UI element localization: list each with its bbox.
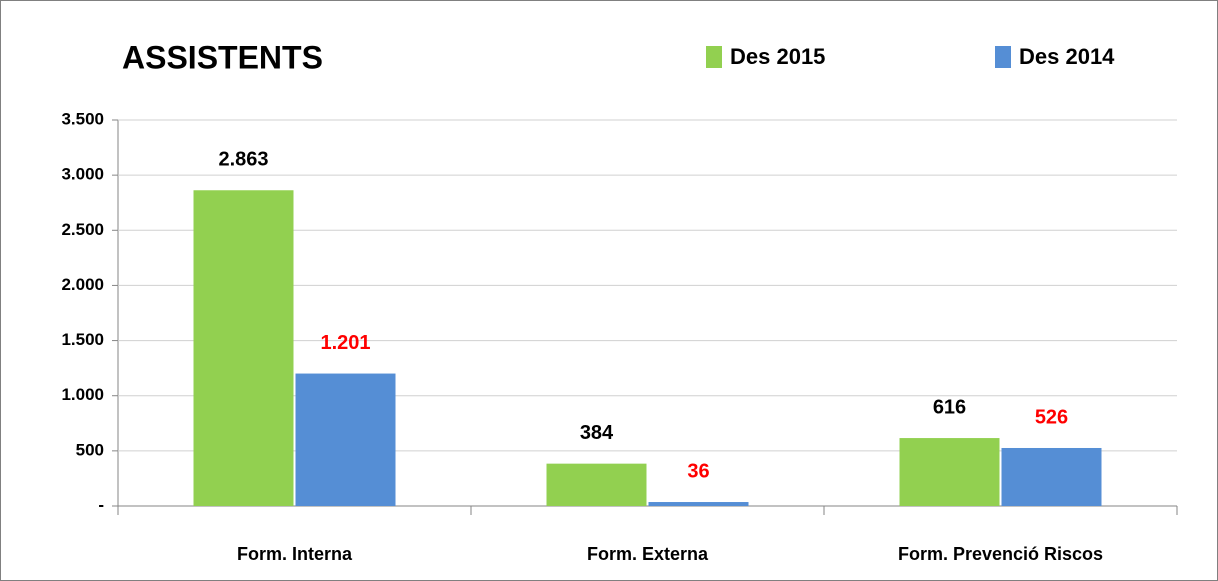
bar — [295, 373, 396, 506]
legend-swatch — [995, 46, 1011, 68]
bar — [648, 502, 749, 506]
x-tick-label: Form. Prevenció Riscos — [898, 544, 1103, 564]
bar — [546, 463, 647, 506]
value-label: 2.863 — [218, 149, 268, 171]
value-label: 1.201 — [320, 332, 370, 354]
legend-label: Des 2014 — [1019, 44, 1115, 69]
chart-title: ASSISTENTS — [122, 39, 323, 75]
x-tick-label: Form. Externa — [587, 544, 709, 564]
value-label: 384 — [580, 422, 614, 444]
value-label: 616 — [933, 396, 966, 418]
y-tick-label: 500 — [76, 440, 104, 459]
y-tick-label: - — [98, 495, 104, 514]
bar — [899, 438, 1000, 506]
value-label: 36 — [687, 460, 709, 482]
y-tick-label: 2.500 — [61, 220, 104, 239]
bar — [1001, 447, 1102, 506]
x-tick-label: Form. Interna — [237, 544, 353, 564]
y-tick-label: 1.000 — [61, 385, 104, 404]
legend-label: Des 2015 — [730, 44, 825, 69]
y-tick-label: 2.000 — [61, 275, 104, 294]
y-tick-label: 3.000 — [61, 165, 104, 184]
y-tick-label: 1.500 — [61, 330, 104, 349]
y-tick-label: 3.500 — [61, 109, 104, 128]
legend-swatch — [706, 46, 722, 68]
bar — [193, 190, 294, 506]
value-label: 526 — [1035, 406, 1068, 428]
